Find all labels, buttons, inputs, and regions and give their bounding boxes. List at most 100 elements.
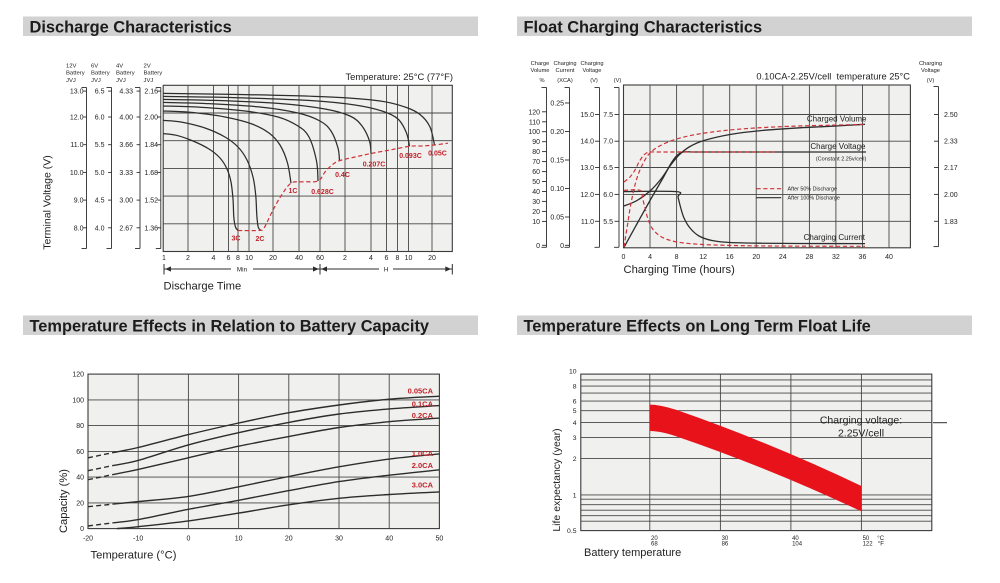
svg-text:1: 1 (162, 255, 166, 262)
svg-text:Current: Current (556, 68, 575, 74)
svg-text:11.0: 11.0 (70, 142, 83, 149)
svg-text:0.05: 0.05 (550, 215, 564, 222)
svg-text:1.52: 1.52 (144, 198, 158, 205)
svg-text:1C: 1C (289, 188, 298, 195)
svg-text:0.05C: 0.05C (428, 151, 447, 158)
svg-text:0.5: 0.5 (567, 528, 577, 535)
svg-text:Temperature (°C): Temperature (°C) (91, 550, 177, 562)
svg-text:110: 110 (529, 119, 540, 126)
svg-text:5.5: 5.5 (95, 142, 105, 149)
svg-text:Terminal Voltage (V): Terminal Voltage (V) (42, 155, 54, 250)
svg-text:Charge Voltage: Charge Voltage (810, 142, 866, 151)
svg-text:28: 28 (805, 254, 813, 261)
svg-text:10: 10 (532, 219, 540, 226)
svg-text:12: 12 (699, 254, 707, 261)
svg-text:6.0: 6.0 (603, 192, 613, 199)
svg-text:(XCA): (XCA) (557, 78, 573, 84)
svg-text:2.50: 2.50 (944, 112, 958, 119)
svg-text:1: 1 (573, 492, 577, 499)
svg-text:6: 6 (573, 399, 577, 406)
svg-text:7.0: 7.0 (603, 139, 613, 146)
svg-text:Charging Time (hours): Charging Time (hours) (624, 264, 736, 276)
svg-text:Temperature Effects on Long Te: Temperature Effects on Long Term Float L… (524, 318, 871, 336)
svg-text:2.67: 2.67 (119, 225, 133, 232)
svg-text:2V: 2V (144, 63, 151, 69)
svg-text:10: 10 (569, 369, 577, 376)
svg-text:20: 20 (532, 209, 540, 216)
svg-text:9.0: 9.0 (74, 198, 84, 205)
svg-text:Battery: Battery (66, 71, 85, 77)
svg-text:40: 40 (385, 536, 393, 543)
svg-text:100: 100 (528, 129, 540, 136)
svg-text:8: 8 (236, 255, 240, 262)
svg-text:100: 100 (72, 397, 84, 404)
svg-text:2.17: 2.17 (944, 165, 958, 172)
svg-text:20: 20 (285, 536, 293, 543)
svg-text:20: 20 (752, 254, 760, 261)
svg-text:°C: °C (877, 536, 884, 542)
svg-text:0: 0 (186, 536, 190, 543)
svg-text:12.0: 12.0 (580, 192, 594, 199)
svg-text:15.0: 15.0 (580, 112, 594, 119)
svg-text:16: 16 (726, 254, 734, 261)
svg-text:4.5: 4.5 (95, 198, 105, 205)
svg-text:3: 3 (573, 435, 577, 442)
svg-text:2: 2 (186, 255, 190, 262)
svg-text:0: 0 (622, 254, 626, 261)
svg-text:120: 120 (72, 372, 84, 379)
svg-text:13.0: 13.0 (580, 165, 594, 172)
svg-text:4: 4 (573, 420, 577, 427)
svg-text:Battery: Battery (144, 71, 163, 77)
svg-text:After 50% Discharge: After 50% Discharge (788, 187, 837, 193)
svg-text:JVJ: JVJ (144, 78, 154, 84)
svg-text:JVJ: JVJ (91, 78, 101, 84)
svg-text:0.4C: 0.4C (335, 172, 350, 179)
svg-text:Battery: Battery (116, 71, 135, 77)
svg-text:50: 50 (436, 536, 444, 543)
svg-text:0: 0 (80, 526, 84, 533)
svg-text:14.0: 14.0 (580, 139, 594, 146)
svg-text:80: 80 (532, 149, 540, 156)
svg-text:1.83: 1.83 (944, 219, 958, 226)
svg-text:80: 80 (76, 423, 84, 430)
svg-text:20: 20 (269, 255, 277, 262)
svg-text:Charging: Charging (919, 61, 942, 67)
svg-text:10.0: 10.0 (70, 170, 84, 177)
svg-text:6.5: 6.5 (603, 165, 613, 172)
svg-text:2: 2 (573, 456, 577, 463)
svg-text:40: 40 (885, 254, 893, 261)
svg-text:6.0: 6.0 (95, 115, 105, 122)
svg-text:10: 10 (245, 255, 253, 262)
svg-text:0.628C: 0.628C (311, 189, 334, 196)
svg-text:20: 20 (428, 255, 436, 262)
svg-text:8: 8 (675, 254, 679, 261)
svg-text:30: 30 (532, 199, 540, 206)
svg-text:4: 4 (212, 255, 216, 262)
svg-text:4.00: 4.00 (119, 115, 133, 122)
svg-text:8: 8 (396, 255, 400, 262)
svg-text:Voltage: Voltage (921, 68, 940, 74)
svg-text:2.0CA: 2.0CA (412, 461, 434, 470)
svg-text:Voltage: Voltage (583, 68, 602, 74)
svg-text:Life expectancy (year): Life expectancy (year) (551, 428, 563, 531)
svg-text:Float Charging Characteristics: Float Charging Characteristics (524, 19, 763, 37)
svg-text:40: 40 (76, 475, 84, 482)
svg-text:(V): (V) (590, 78, 598, 84)
svg-text:1.36: 1.36 (144, 225, 158, 232)
svg-text:-20: -20 (83, 536, 93, 543)
svg-text:12V: 12V (66, 63, 77, 69)
svg-text:Charging voltage:: Charging voltage: (820, 415, 902, 427)
svg-text:Charging: Charging (580, 61, 603, 67)
svg-text:Charging: Charging (553, 61, 576, 67)
svg-text:10: 10 (235, 536, 243, 543)
svg-text:1.84: 1.84 (144, 142, 158, 149)
svg-text:3.33: 3.33 (119, 170, 133, 177)
svg-text:1.0CA: 1.0CA (412, 449, 434, 458)
svg-text:Temperature Effects in Relatio: Temperature Effects in Relation to Batte… (30, 318, 430, 336)
svg-text:2: 2 (343, 255, 347, 262)
svg-text:0.10CA-2.25V/cell temperature: 0.10CA-2.25V/cell temperature 25°C (756, 72, 910, 82)
svg-text:40: 40 (295, 255, 303, 262)
svg-text:40: 40 (792, 536, 799, 542)
svg-text:4: 4 (648, 254, 652, 261)
svg-text:8.0: 8.0 (74, 225, 84, 232)
